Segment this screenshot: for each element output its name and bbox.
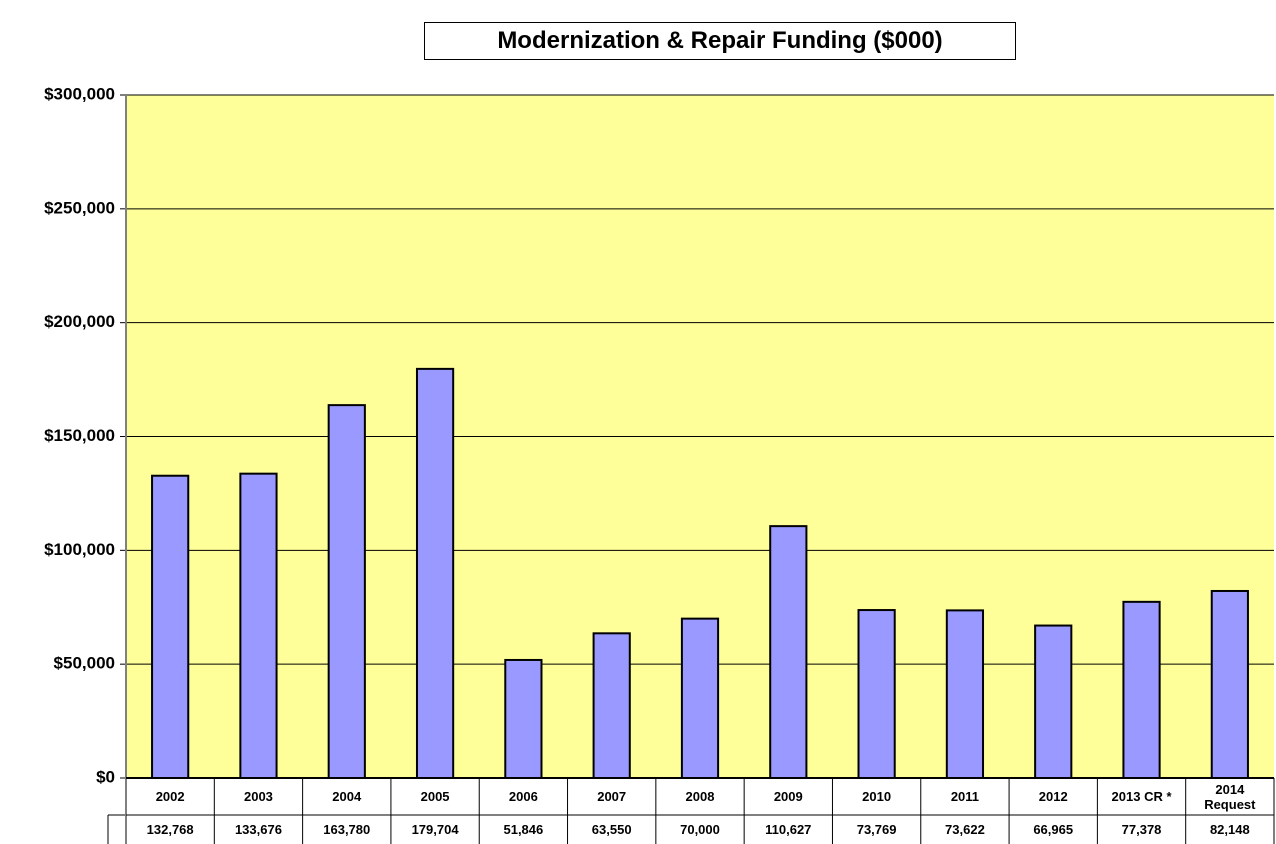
data-label: 73,769 — [856, 822, 897, 837]
data-label: 82,148 — [1209, 822, 1250, 837]
x-tick-label: 2006 — [508, 789, 538, 804]
x-tick-label: 2004 — [332, 789, 362, 804]
chart-title: Modernization & Repair Funding ($000) — [424, 22, 1016, 60]
x-tick-label: 2005 — [420, 789, 450, 804]
x-tick-label: 2014 Request — [1204, 781, 1256, 812]
data-label: 163,780 — [323, 822, 371, 837]
x-tick-label: 2010 — [862, 789, 892, 804]
y-tick-label: $300,000 — [44, 84, 115, 103]
bar — [504, 658, 543, 779]
data-label: 179,704 — [411, 822, 459, 837]
data-label: 77,378 — [1121, 822, 1162, 837]
data-label: 63,550 — [591, 822, 632, 837]
data-label: 70,000 — [680, 822, 720, 837]
bar — [415, 367, 455, 779]
y-tick-label: $100,000 — [44, 540, 115, 559]
bar — [769, 525, 808, 780]
x-tick-label: 2002 — [155, 789, 185, 804]
data-label: 73,622 — [945, 822, 985, 837]
data-label: 132,768 — [146, 822, 194, 837]
y-tick-label: $200,000 — [44, 312, 115, 331]
data-label: 110,627 — [765, 822, 812, 837]
bar — [327, 404, 366, 779]
x-tick-label: 2007 — [597, 789, 627, 804]
bar — [680, 617, 720, 780]
x-tick-label: 2013 CR * — [1111, 789, 1172, 804]
y-tick-label: $150,000 — [44, 426, 115, 445]
x-tick-label: 2009 — [773, 789, 803, 804]
x-tick-label: 2011 — [950, 789, 980, 804]
bar — [151, 474, 190, 779]
x-tick-label: 2003 — [243, 789, 273, 804]
y-tick-label: $250,000 — [44, 198, 115, 217]
x-tick-label: 2012 — [1038, 789, 1068, 804]
x-tick-label: 2008 — [685, 789, 715, 804]
bar — [857, 609, 896, 779]
bar — [1210, 589, 1249, 779]
y-tick-label: $50,000 — [54, 654, 115, 673]
bar — [945, 609, 985, 780]
bar — [592, 632, 631, 779]
data-label: 66,965 — [1033, 822, 1074, 837]
bar — [1122, 600, 1161, 779]
bar — [1034, 624, 1073, 780]
y-tick-label: $0 — [96, 767, 115, 786]
bar — [239, 472, 278, 779]
data-label: 133,676 — [234, 822, 282, 837]
data-label: 51,846 — [503, 822, 544, 837]
